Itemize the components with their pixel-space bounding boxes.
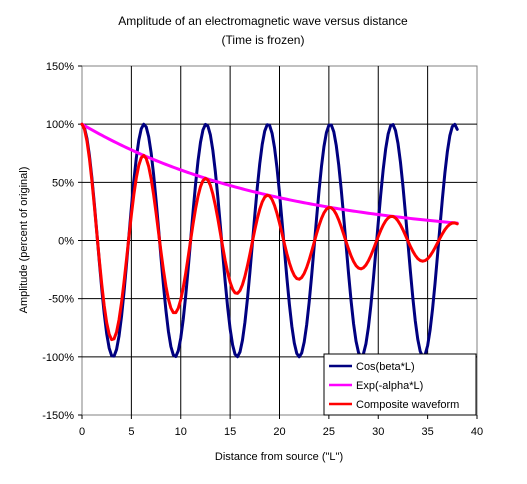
legend-label-cos: Cos(beta*L) (356, 361, 415, 373)
y-tick-labels: 150% 100% 50% 0% -50% -100% -150% (42, 61, 74, 422)
legend-label-exp: Exp(-alpha*L) (356, 380, 423, 392)
y-tick-label: 100% (46, 119, 74, 131)
x-tick-labels: 0 5 10 15 20 25 30 35 40 (79, 426, 483, 438)
y-tick-label: -150% (42, 410, 74, 422)
x-tick-label: 15 (224, 426, 236, 438)
x-tick-label: 20 (273, 426, 285, 438)
x-tick-label: 25 (323, 426, 335, 438)
series-line-cos (80, 122, 459, 359)
legend: Cos(beta*L) Exp(-alpha*L) Composite wave… (323, 353, 477, 416)
x-tick-label: 0 (79, 426, 85, 438)
y-tick-label: 50% (52, 177, 74, 189)
x-tick-label: 10 (175, 426, 187, 438)
x-tick-label: 35 (422, 426, 434, 438)
chart-title: Amplitude of an electromagnetic wave ver… (118, 14, 408, 28)
series-line-composite (80, 122, 459, 342)
y-tick-label: -50% (48, 294, 74, 306)
legend-label-composite: Composite waveform (356, 399, 459, 411)
x-tick-label: 30 (372, 426, 384, 438)
x-tick-label: 40 (471, 426, 483, 438)
y-tick-label: 0% (58, 236, 74, 248)
y-tick-label: -100% (42, 352, 74, 364)
x-tick-label: 5 (128, 426, 134, 438)
y-tick-label: 150% (46, 61, 74, 73)
y-axis-label: Amplitude (percent of original) (18, 167, 30, 314)
x-axis-label: Distance from source ("L") (215, 451, 343, 463)
series-lines (80, 122, 459, 359)
chart-subtitle: (Time is frozen) (222, 33, 305, 47)
